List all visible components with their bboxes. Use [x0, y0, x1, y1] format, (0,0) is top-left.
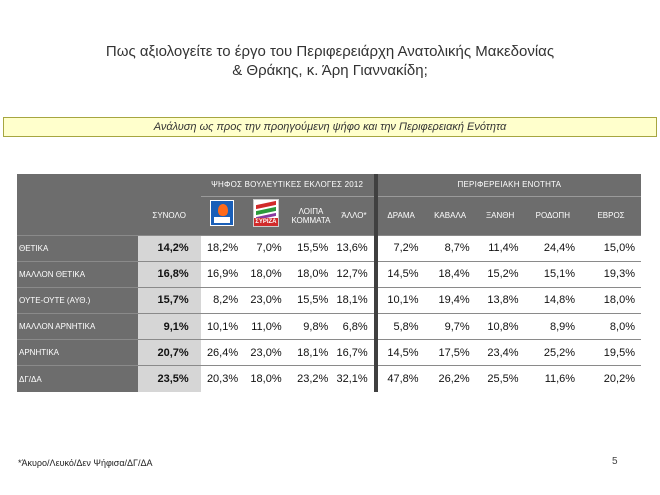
value-cell: 11,0%	[244, 312, 288, 340]
table-row: ΔΓ/ΔΑ 23,5% 20,3% 18,0% 23,2% 32,1% 47,8…	[17, 365, 641, 392]
value-cell: 18,0%	[287, 260, 335, 288]
value-cell: 6,8%	[334, 312, 376, 340]
value-cell: 14,8%	[524, 286, 582, 314]
row-label: ΔΓ/ΔΑ	[17, 365, 138, 392]
page-number: 5	[612, 456, 618, 467]
subtitle-banner: Ανάλυση ως προς την προηγούμενη ψήφο και…	[3, 117, 657, 137]
value-cell: 19,4%	[424, 286, 476, 314]
value-cell: 10,1%	[200, 312, 245, 340]
col-header-other-parties: ΛΟΙΠΑ ΚΟΜΜΑΤΑ	[291, 206, 331, 225]
table-row: ΘΕΤΙΚΑ 14,2% 18,2% 7,0% 15,5% 13,6% 7,2%…	[17, 234, 641, 262]
group-header-vote: ΨΗΦΟΣ ΒΟΥΛΕΥΤΙΚΕΣ ΕΚΛΟΓΕΣ 2012	[200, 174, 376, 197]
total-cell: 9,1%	[137, 312, 201, 340]
value-cell: 8,9%	[524, 312, 582, 340]
value-cell: 8,0%	[581, 312, 641, 340]
title-line-2: & Θράκης, κ. Άρη Γιαννακίδη;	[232, 62, 428, 79]
table-row: ΑΡΝΗΤΙΚΑ 20,7% 26,4% 23,0% 18,1% 16,7% 1…	[17, 339, 641, 366]
col-header-region-1: ΚΑΒΑΛΑ	[434, 211, 467, 220]
col-header-nd	[201, 196, 244, 235]
value-cell: 11,6%	[524, 365, 582, 392]
value-cell: 24,4%	[524, 234, 582, 262]
col-header-total: ΣΥΝΟΛΟ	[152, 210, 186, 220]
group-header-region: ΠΕΡΙΦΕΡΕΙΑΚΗ ΕΝΟΤΗΤΑ	[373, 174, 641, 197]
value-cell: 11,4%	[475, 234, 525, 262]
total-cell: 23,5%	[137, 365, 201, 392]
row-label: ΑΡΝΗΤΙΚΑ	[17, 339, 138, 366]
value-cell: 5,8%	[373, 312, 425, 340]
col-header-region-0: ΔΡΑΜΑ	[373, 196, 425, 235]
value-cell: 13,6%	[334, 234, 376, 262]
value-cell: 18,2%	[200, 234, 245, 262]
value-cell: 26,2%	[424, 365, 476, 392]
row-label: ΟΥΤΕ-ΟΥΤΕ (ΑΥΘ.)	[17, 286, 138, 314]
value-cell: 19,5%	[581, 339, 641, 366]
row-label: ΜΑΛΛΟΝ ΘΕΤΙΚΑ	[17, 260, 138, 288]
value-cell: 15,0%	[581, 234, 641, 262]
footnote: *Άκυρο/Λευκό/Δεν Ψήφισα/ΔΓ/ΔΑ	[18, 458, 153, 468]
value-cell: 23,2%	[287, 365, 335, 392]
value-cell: 16,7%	[334, 339, 376, 366]
value-cell: 13,8%	[475, 286, 525, 314]
value-cell: 19,3%	[581, 260, 641, 288]
value-cell: 15,2%	[475, 260, 525, 288]
table-row: ΟΥΤΕ-ΟΥΤΕ (ΑΥΘ.) 15,7% 8,2% 23,0% 15,5% …	[17, 286, 641, 314]
header-blank-total	[138, 174, 201, 196]
value-cell: 9,7%	[424, 312, 476, 340]
value-cell: 18,4%	[424, 260, 476, 288]
value-cell: 20,3%	[200, 365, 245, 392]
value-cell: 7,0%	[244, 234, 288, 262]
value-cell: 18,0%	[244, 260, 288, 288]
col-header-other: ΆΛΛΟ*	[341, 211, 367, 220]
value-cell: 18,0%	[244, 365, 288, 392]
col-header-region-4: ΕΒΡΟΣ	[597, 211, 625, 220]
col-header-syriza: ΣΥΡΙΖΑ	[244, 196, 287, 235]
value-cell: 12,7%	[334, 260, 376, 288]
header-label-blank	[17, 196, 138, 235]
value-cell: 17,5%	[424, 339, 476, 366]
col-header-region-2: ΞΑΝΘΗ	[485, 211, 515, 220]
value-cell: 26,4%	[200, 339, 245, 366]
table-row: ΜΑΛΛΟΝ ΘΕΤΙΚΑ 16,8% 16,9% 18,0% 18,0% 12…	[17, 260, 641, 288]
value-cell: 32,1%	[334, 365, 376, 392]
value-cell: 9,8%	[287, 312, 335, 340]
table-row: ΜΑΛΛΟΝ ΑΡΝΗΤΙΚΑ 9,1% 10,1% 11,0% 9,8% 6,…	[17, 312, 641, 340]
value-cell: 15,5%	[287, 234, 335, 262]
header-blank	[17, 174, 138, 196]
total-cell: 14,2%	[137, 234, 201, 262]
nd-logo-icon	[210, 200, 235, 226]
total-cell: 20,7%	[137, 339, 201, 366]
value-cell: 16,9%	[200, 260, 245, 288]
value-cell: 20,2%	[581, 365, 641, 392]
value-cell: 8,2%	[200, 286, 245, 314]
value-cell: 18,1%	[334, 286, 376, 314]
value-cell: 23,0%	[244, 286, 288, 314]
value-cell: 15,5%	[287, 286, 335, 314]
row-label: ΜΑΛΛΟΝ ΑΡΝΗΤΙΚΑ	[17, 312, 138, 340]
value-cell: 23,4%	[475, 339, 525, 366]
value-cell: 7,2%	[373, 234, 425, 262]
value-cell: 23,0%	[244, 339, 288, 366]
value-cell: 47,8%	[373, 365, 425, 392]
value-cell: 25,5%	[475, 365, 525, 392]
results-table: ΨΗΦΟΣ ΒΟΥΛΕΥΤΙΚΕΣ ΕΚΛΟΓΕΣ 2012 ΠΕΡΙΦΕΡΕΙ…	[17, 174, 641, 392]
value-cell: 10,8%	[475, 312, 525, 340]
value-cell: 14,5%	[373, 339, 425, 366]
title-line-1: Πως αξιολογείτε το έργο του Περιφερειάρχ…	[105, 43, 555, 60]
value-cell: 18,1%	[287, 339, 335, 366]
value-cell: 8,7%	[424, 234, 476, 262]
value-cell: 14,5%	[373, 260, 425, 288]
total-cell: 16,8%	[137, 260, 201, 288]
value-cell: 15,1%	[524, 260, 582, 288]
slide-title: Πως αξιολογείτε το έργο του Περιφερειάρχ…	[60, 42, 600, 80]
value-cell: 25,2%	[524, 339, 582, 366]
value-cell: 18,0%	[581, 286, 641, 314]
col-header-region-3: ΡΟΔΟΠΗ	[535, 211, 570, 220]
row-label: ΘΕΤΙΚΑ	[17, 234, 138, 262]
total-cell: 15,7%	[137, 286, 201, 314]
value-cell: 10,1%	[373, 286, 425, 314]
syriza-logo-icon: ΣΥΡΙΖΑ	[252, 199, 279, 227]
